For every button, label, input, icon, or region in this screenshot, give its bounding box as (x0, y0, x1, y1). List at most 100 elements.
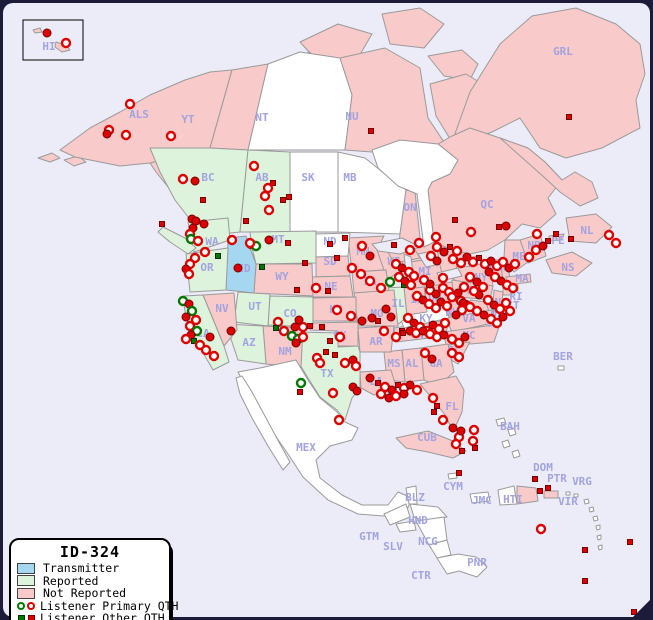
listener-other-marker-red (319, 324, 325, 330)
listener-primary-marker-red (233, 263, 243, 273)
listener-primary-marker-red (226, 326, 236, 336)
region-label-dom: DOM (533, 461, 553, 474)
listener-primary-marker-red (124, 98, 136, 110)
listener-other-marker-red (447, 244, 453, 250)
listener-other-marker-red (582, 578, 588, 584)
listener-primary-marker-red (327, 387, 339, 399)
region-label-jmc: JMC (472, 494, 492, 507)
transmitter-swatch-icon (17, 562, 35, 574)
region-label-hti: HTI (503, 493, 523, 506)
region-label-il: IL (391, 297, 405, 310)
listener-other-marker-red (342, 235, 348, 241)
water-or-island-detail (588, 506, 595, 513)
region-sk (289, 151, 339, 233)
corner-cut (630, 597, 653, 620)
listener-primary-marker-red (468, 285, 480, 297)
region-label-nu: NU (345, 110, 359, 123)
listener-primary-marker-red (381, 304, 391, 314)
listener-other-marker-red (270, 180, 276, 186)
region-label-va: VA (462, 312, 476, 325)
water-or-island-detail (597, 544, 603, 551)
listener-primary-marker-red (356, 240, 368, 252)
listener-primary-marker-red (501, 221, 511, 231)
listener-primary-marker-red (259, 190, 271, 202)
listener-primary-marker-red (405, 380, 415, 390)
listener-primary-marker-red (494, 303, 506, 315)
listener-primary-marker-red (297, 331, 309, 343)
region-mex (237, 359, 413, 517)
listener-primary-marker-red (60, 37, 72, 49)
listener-primary-marker-red (455, 257, 467, 269)
listener-other-marker-red (294, 287, 300, 293)
listener-primary-marker-red (425, 250, 437, 262)
listener-primary-marker-red (439, 317, 451, 329)
listener-primary-marker-red (446, 291, 458, 303)
listener-primary-marker-red (498, 312, 508, 322)
listener-primary-marker-red (467, 435, 479, 447)
region-cub (395, 430, 467, 459)
listener-primary-marker-red (263, 204, 275, 216)
region-label-nm: NM (278, 345, 292, 358)
listener-primary-marker-red (411, 384, 423, 396)
listener-other-marker-red (537, 488, 543, 494)
listener-primary-marker-green (295, 377, 307, 389)
listener-primary-marker-red (458, 281, 470, 293)
region-label-slv: SLV (383, 540, 403, 553)
region-label-mi: MI (418, 265, 431, 278)
landmass-detail (427, 49, 479, 81)
water-or-island-detail (447, 472, 458, 480)
listener-primary-marker-red (419, 347, 431, 359)
listener-primary-marker-red (468, 424, 480, 436)
listener-primary-marker-red (42, 28, 52, 38)
region-label-pe: PE (551, 234, 564, 247)
listener-primary-marker-red (331, 304, 343, 316)
region-label-sk: SK (301, 171, 315, 184)
listener-primary-marker-red (405, 279, 417, 291)
listener-other-marker-red (532, 476, 538, 482)
region-label-bah: BAH (500, 420, 520, 433)
landmass-detail (157, 226, 197, 255)
listener-other-marker-green (215, 253, 221, 259)
region-label-ctr: CTR (411, 569, 431, 582)
listener-primary-marker-red (248, 160, 260, 172)
hawaii-island (32, 27, 43, 34)
listener-other-marker-red (627, 539, 633, 545)
region-label-bc: BC (201, 171, 214, 184)
listener-primary-marker-green (186, 305, 198, 317)
listener-primary-marker-red (357, 316, 367, 326)
listener-primary-marker-red (272, 316, 284, 328)
listener-primary-marker-red (199, 219, 209, 229)
listener-other-marker-red (200, 197, 206, 203)
listener-primary-marker-red (205, 332, 215, 342)
landmass-detail (37, 152, 61, 163)
listener-primary-marker-red (375, 282, 387, 294)
water-or-island-detail (596, 534, 602, 541)
listener-primary-marker-red (226, 234, 238, 246)
region-label-hnd: HND (408, 514, 428, 527)
water-or-island-detail (592, 515, 599, 522)
region-label-ms: MS (387, 357, 400, 370)
listener-primary-marker-red (333, 414, 345, 426)
listener-primary-marker-red (500, 297, 512, 309)
listener-other-marker-red (243, 218, 249, 224)
listener-primary-marker-red (352, 386, 362, 396)
listener-primary-marker-red (334, 331, 346, 343)
listener-primary-marker-red (310, 282, 322, 294)
listener-primary-marker-red (523, 251, 535, 263)
region-label-ptr: PTR (547, 472, 567, 485)
region-label-sd: SD (323, 255, 337, 268)
region-label-pnr: PNR (467, 556, 487, 569)
region-label-ncg: NCG (418, 535, 438, 548)
listener-primary-marker-red (183, 268, 195, 280)
listener-primary-marker-red (378, 325, 390, 337)
listener-primary-marker-red (431, 241, 443, 253)
water-or-island-detail (371, 139, 459, 248)
listener-other-marker-red (332, 352, 338, 358)
listener-other-marker-red (302, 260, 308, 266)
legend-item-transmitter: Transmitter (17, 561, 163, 575)
listener-primary-marker-red (447, 253, 459, 265)
legend-item-label: Not Reported (43, 586, 127, 601)
water-or-island-detail (557, 365, 565, 371)
region-grl (451, 7, 646, 159)
